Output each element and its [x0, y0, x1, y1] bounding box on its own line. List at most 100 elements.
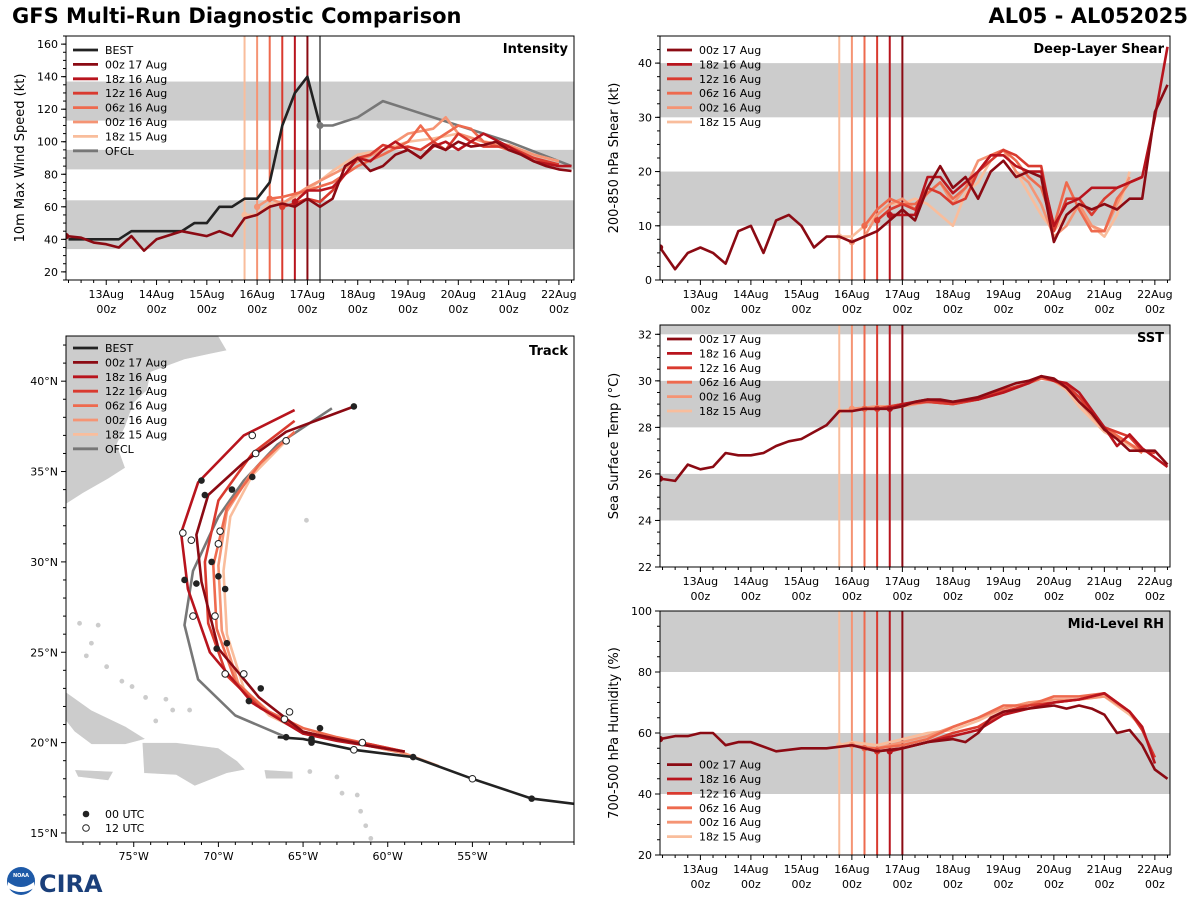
- y-tick-label: 26: [638, 468, 652, 481]
- marker-00utc: [282, 733, 290, 741]
- panel-title: Track: [529, 344, 568, 359]
- series-start-marker: [66, 232, 70, 240]
- legend-label-12utc: 12 UTC: [105, 822, 145, 835]
- x-tick-hour-label: 00z: [993, 878, 1013, 891]
- x-tick-label: 65°W: [288, 850, 318, 863]
- marker-00utc: [308, 735, 315, 743]
- y-axis-label: 200-850 hPa Shear (kt): [607, 83, 622, 234]
- track-plot-area: [66, 336, 574, 841]
- legend-label: 00z 16 Aug: [105, 414, 167, 427]
- shear-chart: 0 10 20 30 40 13Aug 00z 14Aug 00z 15Aug 00z 16Aug 00…: [607, 35, 1173, 316]
- series-line-00z-17-aug: [660, 374, 1169, 483]
- shaded-band: [660, 325, 1170, 335]
- marker-12utc: [350, 746, 358, 754]
- rh-plot-area: [660, 611, 1170, 855]
- legend-label: 06z 16 Aug: [105, 102, 167, 115]
- series-start-marker: [660, 475, 664, 482]
- x-tick-day-label: 19Aug: [986, 575, 1021, 588]
- legend-label: 12z 16 Aug: [105, 385, 167, 398]
- series-line-00z-17-aug: [660, 704, 1169, 780]
- x-tick-hour-label: 00z: [247, 303, 267, 316]
- x-tick-day-label: 14Aug: [733, 863, 768, 876]
- legend-label: 12z 16 Aug: [699, 362, 761, 375]
- marker-12utc: [468, 774, 477, 783]
- x-tick-day-label: 18Aug: [935, 863, 970, 876]
- series-start-marker: [266, 195, 273, 202]
- x-tick-day-label: 13Aug: [683, 575, 718, 588]
- legend-label: 06z 16 Aug: [699, 376, 761, 389]
- x-tick-day-label: 17Aug: [885, 575, 920, 588]
- x-tick-day-label: 18Aug: [935, 575, 970, 588]
- x-tick-day-label: 15Aug: [784, 288, 819, 301]
- y-tick-label: 30: [638, 375, 652, 388]
- x-tick-day-label: 17Aug: [885, 288, 920, 301]
- small-island: [143, 695, 148, 700]
- x-tick-hour-label: 00z: [842, 590, 862, 603]
- y-tick-label: 30°N: [30, 556, 58, 569]
- legend-label: 18z 16 Aug: [699, 347, 761, 360]
- small-island: [334, 774, 340, 780]
- legend-label: 00z 16 Aug: [105, 116, 167, 129]
- y-tick-label: 60: [638, 727, 652, 740]
- marker-00utc: [201, 491, 209, 499]
- marker-00utc: [208, 558, 215, 566]
- y-tick-label: 10: [638, 220, 652, 233]
- marker-12utc: [251, 449, 260, 458]
- x-tick-hour-label: 00z: [398, 303, 418, 316]
- x-tick-day-label: 19Aug: [986, 863, 1021, 876]
- y-tick-label: 160: [37, 38, 58, 51]
- marker-12utc: [285, 708, 294, 716]
- panel-title: Deep-Layer Shear: [1033, 42, 1164, 57]
- y-tick-label: 40: [638, 788, 652, 801]
- x-tick-hour-label: 00z: [549, 303, 569, 316]
- series-start-marker: [660, 735, 664, 743]
- marker-00utc: [213, 645, 221, 652]
- small-island: [368, 835, 374, 841]
- x-tick-day-label: 15Aug: [784, 863, 819, 876]
- legend-label: 12z 16 Aug: [699, 787, 761, 800]
- marker-12utc: [179, 529, 187, 537]
- y-tick-label: 20: [638, 166, 652, 179]
- legend-label: 18z 16 Aug: [699, 58, 761, 71]
- marker-00utc: [350, 403, 358, 410]
- series-start-marker: [253, 203, 261, 210]
- x-tick-label: 75°W: [119, 850, 149, 863]
- x-tick-day-label: 21Aug: [491, 288, 526, 301]
- x-tick-hour-label: 00z: [197, 303, 217, 316]
- x-tick-hour-label: 00z: [1094, 878, 1114, 891]
- panel-title: Intensity: [503, 42, 569, 57]
- x-tick-hour-label: 00z: [1094, 303, 1114, 316]
- x-tick-day-label: 22Aug: [1137, 575, 1172, 588]
- x-tick-label: 70°W: [203, 850, 233, 863]
- y-tick-label: 28: [638, 421, 652, 434]
- x-tick-hour-label: 00z: [1044, 303, 1064, 316]
- track-line-00z-17-aug: [195, 405, 405, 753]
- y-tick-label: 140: [37, 71, 58, 84]
- marker-12utc: [214, 540, 223, 548]
- legend-label-00utc: 00 UTC: [105, 808, 145, 821]
- x-tick-day-label: 14Aug: [733, 288, 768, 301]
- jamaica-landmass: [74, 769, 114, 781]
- x-tick-hour-label: 00z: [791, 303, 811, 316]
- series-line-12z-16-aug: [281, 132, 560, 209]
- x-tick-hour-label: 00z: [842, 303, 862, 316]
- x-tick-hour-label: 00z: [842, 878, 862, 891]
- x-tick-hour-label: 00z: [943, 303, 963, 316]
- legend-label: 18z 15 Aug: [105, 428, 167, 441]
- marker-12utc: [187, 536, 196, 545]
- legend-label: 18z 16 Aug: [105, 73, 167, 86]
- legend-marker-12utc: [82, 824, 90, 832]
- small-island: [89, 640, 94, 646]
- marker-00utc: [193, 580, 200, 587]
- marker-12utc: [240, 670, 248, 678]
- x-tick-hour-label: 00z: [892, 590, 912, 603]
- x-tick-hour-label: 00z: [892, 878, 912, 891]
- x-tick-day-label: 13Aug: [683, 863, 718, 876]
- marker-00utc: [181, 576, 188, 584]
- legend-label: 00z 16 Aug: [699, 391, 761, 404]
- x-tick-hour-label: 00z: [348, 303, 368, 316]
- marker-00utc: [528, 795, 535, 802]
- marker-12utc: [358, 738, 367, 747]
- series-line-ofcl: [320, 99, 572, 168]
- x-tick-day-label: 18Aug: [340, 288, 375, 301]
